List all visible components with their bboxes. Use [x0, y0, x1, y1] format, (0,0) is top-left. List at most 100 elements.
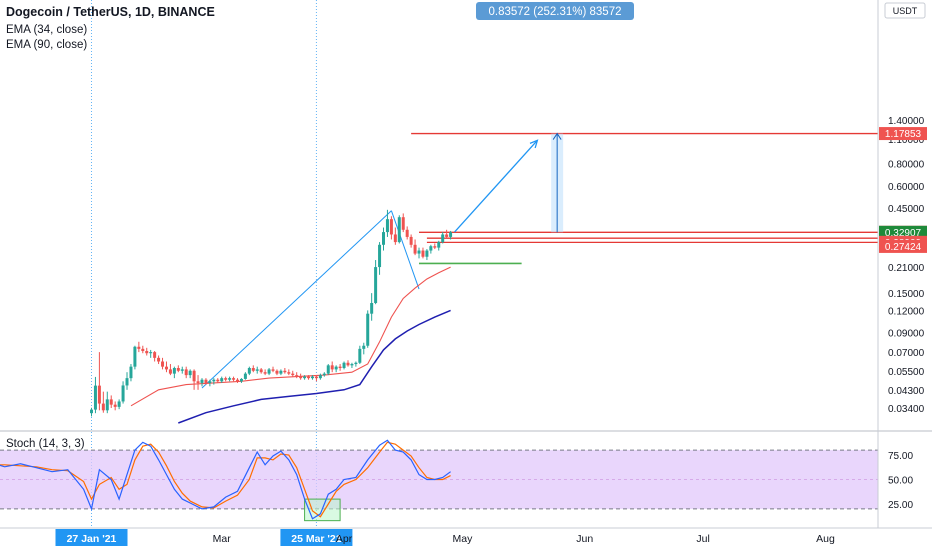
price-tag[interactable]: 0.32907: [879, 225, 927, 239]
candle[interactable]: [393, 227, 397, 245]
candle[interactable]: [342, 361, 346, 370]
candle[interactable]: [236, 378, 240, 383]
candle[interactable]: [267, 368, 271, 376]
candle[interactable]: [129, 364, 133, 382]
candle[interactable]: [401, 213, 405, 233]
ema-90-legend[interactable]: EMA (90, close): [6, 39, 87, 51]
candle[interactable]: [378, 242, 382, 275]
candle[interactable]: [164, 361, 168, 373]
candle[interactable]: [307, 375, 311, 380]
candle[interactable]: [220, 376, 224, 383]
price-tag[interactable]: 0.27424: [879, 239, 927, 253]
candle[interactable]: [322, 372, 326, 377]
candle[interactable]: [295, 372, 299, 379]
candle[interactable]: [279, 369, 283, 376]
candle[interactable]: [125, 372, 129, 390]
candle[interactable]: [101, 391, 105, 413]
projection-arrow[interactable]: [454, 139, 538, 233]
candle[interactable]: [141, 345, 145, 354]
currency-badge[interactable]: USDT: [893, 6, 918, 16]
candle[interactable]: [113, 401, 117, 411]
candle[interactable]: [421, 247, 425, 259]
candle[interactable]: [133, 345, 137, 370]
candle[interactable]: [374, 260, 378, 305]
candle[interactable]: [117, 399, 121, 410]
ema-34-legend[interactable]: EMA (34, close): [6, 24, 87, 36]
candle[interactable]: [314, 375, 318, 382]
candle[interactable]: [385, 209, 389, 237]
candle[interactable]: [287, 369, 291, 376]
candle[interactable]: [105, 391, 109, 414]
candle[interactable]: [204, 378, 208, 385]
candle[interactable]: [409, 234, 413, 248]
candle[interactable]: [441, 232, 445, 244]
candle[interactable]: [224, 376, 228, 382]
candle[interactable]: [318, 373, 322, 380]
ema-90-line[interactable]: [178, 309, 451, 424]
candle[interactable]: [168, 364, 172, 376]
candle[interactable]: [366, 310, 370, 348]
candle[interactable]: [259, 368, 263, 374]
candle[interactable]: [362, 342, 366, 355]
candle[interactable]: [429, 244, 433, 254]
candle[interactable]: [271, 366, 275, 373]
candle[interactable]: [330, 361, 334, 373]
candle[interactable]: [255, 366, 259, 374]
trend-line[interactable]: [201, 210, 392, 389]
candle[interactable]: [413, 239, 417, 256]
candle[interactable]: [247, 366, 251, 376]
candle[interactable]: [137, 341, 141, 353]
retrace-line[interactable]: [390, 210, 420, 290]
candle[interactable]: [157, 355, 161, 365]
candle[interactable]: [212, 378, 216, 385]
candle[interactable]: [291, 370, 295, 377]
candle[interactable]: [93, 376, 97, 414]
candle[interactable]: [228, 376, 232, 382]
candle[interactable]: [358, 345, 362, 365]
candle[interactable]: [326, 364, 330, 376]
candle[interactable]: [149, 349, 153, 358]
date-marker-label[interactable]: 27 Jan '21: [55, 529, 128, 546]
candle[interactable]: [208, 379, 212, 387]
candle[interactable]: [334, 365, 338, 373]
candle[interactable]: [145, 347, 149, 356]
candle[interactable]: [188, 369, 192, 379]
candle[interactable]: [196, 375, 200, 390]
candle[interactable]: [200, 378, 204, 387]
stoch-k-line[interactable]: [0, 439, 451, 520]
candle[interactable]: [239, 378, 243, 383]
candle[interactable]: [346, 360, 350, 367]
candle[interactable]: [176, 365, 180, 373]
date-marker-label[interactable]: 25 Mar '21: [280, 529, 353, 546]
candle[interactable]: [109, 395, 113, 408]
candle[interactable]: [251, 365, 255, 373]
stoch-legend[interactable]: Stoch (14, 3, 3): [6, 438, 85, 450]
candle[interactable]: [417, 247, 421, 259]
candle[interactable]: [97, 352, 101, 411]
candle[interactable]: [216, 378, 220, 383]
candle[interactable]: [354, 361, 358, 367]
candle[interactable]: [184, 366, 188, 379]
candle[interactable]: [449, 230, 453, 240]
candle[interactable]: [192, 369, 196, 390]
candle[interactable]: [243, 372, 247, 380]
candle[interactable]: [275, 369, 279, 376]
candle[interactable]: [310, 375, 314, 380]
candle[interactable]: [299, 373, 303, 380]
candle[interactable]: [263, 369, 267, 376]
candle[interactable]: [303, 375, 307, 380]
candle[interactable]: [172, 366, 176, 379]
price-tag[interactable]: 1.17853: [879, 127, 927, 141]
candle[interactable]: [405, 226, 409, 240]
candle[interactable]: [350, 362, 354, 369]
candle[interactable]: [232, 376, 236, 382]
ema-34-line[interactable]: [130, 266, 451, 407]
candle[interactable]: [397, 215, 401, 244]
candle[interactable]: [90, 407, 93, 417]
stoch-d-line[interactable]: [0, 441, 451, 518]
candle[interactable]: [425, 249, 429, 261]
candle[interactable]: [153, 351, 157, 362]
candle[interactable]: [180, 366, 184, 374]
candle[interactable]: [370, 293, 374, 321]
